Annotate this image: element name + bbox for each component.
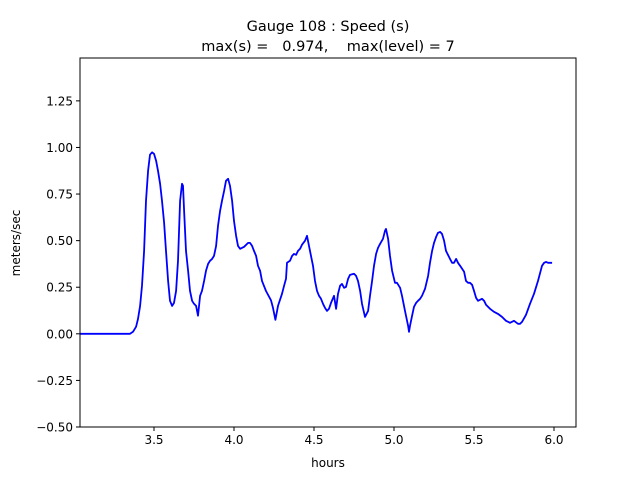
- x-tick-label: 4.0: [224, 433, 243, 447]
- series-line-speed: [80, 151, 553, 335]
- y-tick-label: 1.25: [46, 94, 73, 108]
- y-tick-label: 0.75: [46, 188, 73, 202]
- axes-frame: [79, 57, 577, 428]
- chart-title-line-1: Gauge 108 : Speed (s): [247, 19, 410, 35]
- y-tick-label: −0.25: [36, 374, 73, 388]
- y-tick-label: 0.50: [46, 234, 73, 248]
- chart-title-line-2: max(s) = 0.974, max(level) = 7: [201, 39, 455, 55]
- x-axis-label: hours: [311, 456, 345, 470]
- x-tick-label: 3.5: [144, 433, 163, 447]
- x-tick-label: 5.0: [384, 433, 403, 447]
- y-axis-label: meters/sec: [9, 210, 23, 277]
- y-tick-label: −0.50: [36, 421, 73, 435]
- y-tick-label: 0.00: [46, 327, 73, 341]
- x-tick-label: 4.5: [304, 433, 323, 447]
- y-tick-label: 0.25: [46, 281, 73, 295]
- y-tick-label: 1.00: [46, 141, 73, 155]
- x-tick-label: 6.0: [544, 433, 563, 447]
- x-tick-label: 5.5: [464, 433, 483, 447]
